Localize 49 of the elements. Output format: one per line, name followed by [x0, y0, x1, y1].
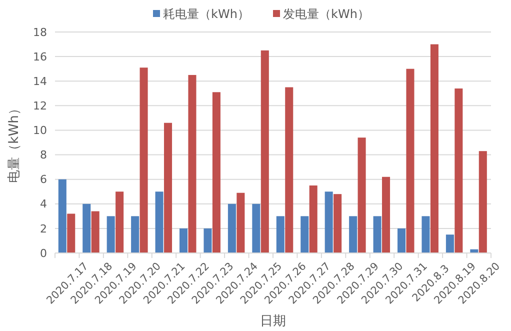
y-tick-label: 16: [33, 50, 47, 64]
bar: [180, 228, 188, 253]
bar: [430, 44, 438, 253]
bar: [116, 192, 124, 253]
bar: [106, 216, 115, 253]
bar: [67, 214, 76, 253]
bar: [252, 204, 260, 253]
bar: [228, 204, 236, 253]
bar: [398, 228, 406, 253]
y-tick-label: 8: [40, 148, 47, 162]
bar: [260, 50, 269, 253]
bar: [373, 216, 382, 253]
bar: [478, 151, 487, 253]
y-tick-label: 2: [40, 222, 47, 236]
y-tick-label: 10: [33, 124, 47, 138]
bar: [300, 216, 309, 253]
legend-label: 发电量（kWh）: [283, 7, 370, 22]
bar: [82, 204, 91, 253]
y-axis-title: 电量（kWh）: [7, 102, 22, 183]
bar: [349, 216, 358, 253]
bar: [334, 194, 342, 253]
x-axis-title: 日期: [260, 314, 286, 329]
bar: [58, 179, 66, 253]
bar: [276, 216, 284, 253]
bar: [164, 122, 172, 253]
y-tick-label: 12: [33, 100, 47, 113]
y-tick-label: 4: [40, 198, 47, 211]
bar: [324, 192, 333, 253]
bar: [140, 68, 148, 253]
y-tick-label: 0: [40, 246, 47, 260]
bar: [406, 68, 414, 253]
bar: [155, 192, 164, 253]
bar: [212, 92, 220, 253]
bar: [382, 176, 390, 253]
y-tick-label: 18: [33, 26, 47, 39]
bar: [91, 211, 100, 253]
y-tick-label: 14: [33, 74, 47, 88]
bar: [131, 216, 140, 253]
bar: [204, 228, 212, 253]
bar: [422, 216, 430, 253]
bar: [446, 234, 454, 253]
bar: [358, 138, 366, 253]
bar: [188, 74, 196, 253]
bar: [236, 192, 245, 253]
bar: [454, 88, 463, 253]
bar: [285, 87, 294, 253]
y-tick-label: 6: [40, 173, 47, 186]
legend-label: 耗电量（kWh）: [163, 7, 250, 22]
bar: [309, 185, 318, 253]
